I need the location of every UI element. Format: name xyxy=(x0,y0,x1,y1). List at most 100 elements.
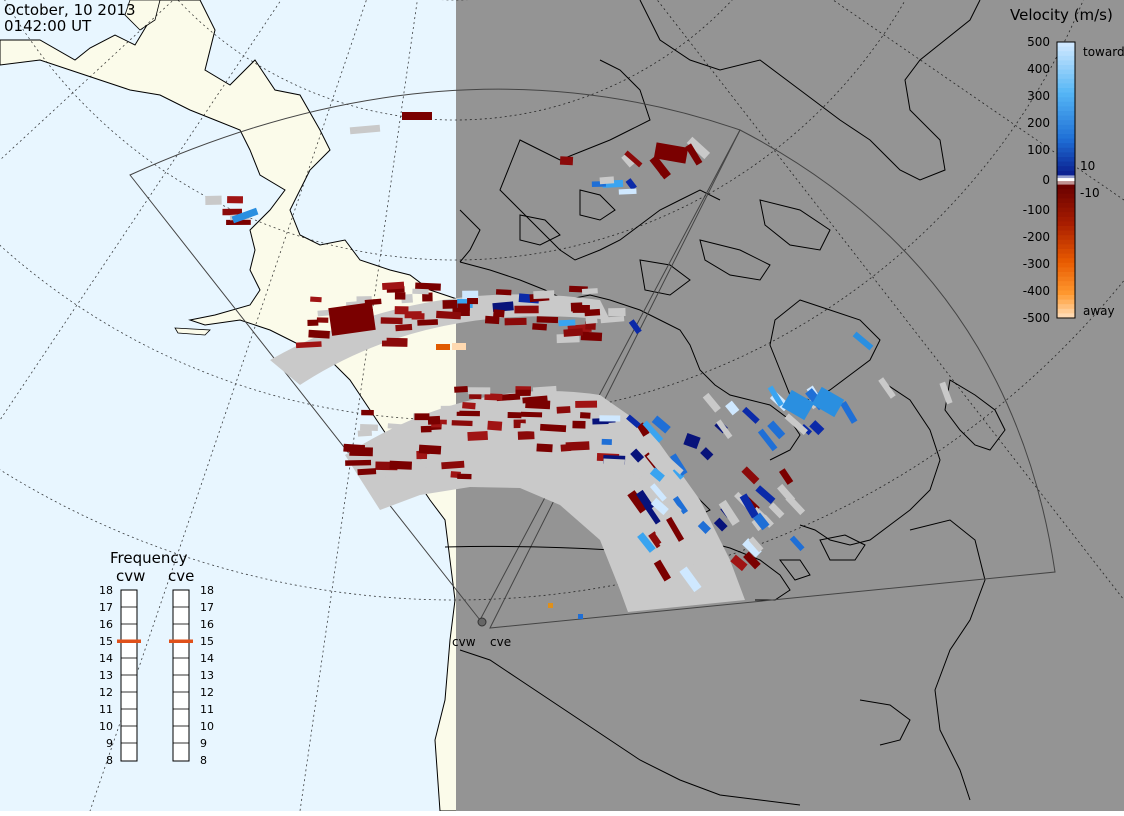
colorbar-cell xyxy=(1057,120,1075,126)
velocity-cell xyxy=(359,424,379,431)
velocity-cell xyxy=(625,178,637,191)
velocity-cell xyxy=(532,323,547,331)
frequency-scale-label: 11 xyxy=(99,703,113,716)
velocity-cell xyxy=(517,430,535,440)
frequency-indicator xyxy=(169,639,193,643)
colorbar-cell xyxy=(1057,83,1075,89)
velocity-cell xyxy=(768,502,785,519)
velocity-cell xyxy=(514,305,539,314)
frequency-panel: Frequency cvw cve 1817161514131211109818… xyxy=(99,549,214,767)
velocity-cell xyxy=(467,430,488,441)
velocity-cell xyxy=(504,317,527,326)
colorbar-cell xyxy=(1057,138,1075,144)
velocity-cell xyxy=(414,413,430,421)
velocity-cell xyxy=(629,465,643,480)
velocity-cell xyxy=(452,343,466,350)
velocity-cell xyxy=(227,196,244,204)
colorbar-cell xyxy=(1057,290,1075,296)
colorbar-cell xyxy=(1057,262,1075,268)
velocity-cell xyxy=(753,512,770,531)
frequency-scale-label: 18 xyxy=(200,584,214,597)
velocity-cell xyxy=(349,124,381,135)
velocity-cell xyxy=(375,474,386,481)
velocity-cell xyxy=(357,468,377,476)
velocity-cell xyxy=(422,292,433,302)
velocity-cell xyxy=(316,317,329,323)
velocity-cell xyxy=(852,331,874,351)
velocity-cell xyxy=(231,207,259,224)
cvw-fov-outline xyxy=(129,88,741,621)
velocity-cell xyxy=(442,299,460,309)
velocity-cell xyxy=(581,288,598,295)
colorbar-cell xyxy=(1057,74,1075,80)
velocity-cell xyxy=(643,503,661,525)
velocity-cell xyxy=(560,444,572,452)
frequency-scale-label: 11 xyxy=(200,703,214,716)
velocity-cell xyxy=(649,155,671,180)
velocity-cell xyxy=(467,387,491,395)
velocity-cell xyxy=(777,483,796,504)
velocity-cell xyxy=(580,331,603,342)
colorbar-cell xyxy=(1057,51,1075,57)
colorbar-cell xyxy=(1057,55,1075,61)
velocity-cell xyxy=(328,302,376,336)
velocity-cell xyxy=(725,400,740,416)
velocity-cell xyxy=(627,490,648,514)
velocity-cell xyxy=(624,150,643,168)
velocity-cell xyxy=(626,414,641,429)
colorbar-cell xyxy=(1057,166,1075,172)
velocity-cell xyxy=(669,506,690,527)
velocity-cell xyxy=(441,424,453,432)
colorbar-cell xyxy=(1057,170,1075,176)
plot-time: 0142:00 UT xyxy=(4,17,92,35)
frequency-scale-label: 14 xyxy=(99,652,113,665)
velocity-cell xyxy=(532,385,557,397)
colorbar-cell xyxy=(1057,92,1075,98)
colorbar-cell xyxy=(1057,180,1075,186)
velocity-cell xyxy=(778,468,794,485)
velocity-cell xyxy=(739,493,759,519)
velocity-cell xyxy=(649,467,665,482)
velocity-cell xyxy=(556,406,571,414)
colorbar-cell xyxy=(1057,276,1075,282)
colorbar-cell xyxy=(1057,313,1075,319)
frequency-scale-label: 12 xyxy=(200,686,214,699)
velocity-cell xyxy=(642,420,664,443)
velocity-cell xyxy=(700,447,714,461)
velocity-cell xyxy=(579,412,591,419)
velocity-cell xyxy=(436,344,450,350)
velocity-cell xyxy=(617,433,629,440)
frequency-scale-label: 15 xyxy=(99,635,113,648)
velocity-cell xyxy=(402,112,432,120)
colorbar-cell xyxy=(1057,111,1075,117)
velocity-cell xyxy=(308,329,330,339)
colorbar-cell xyxy=(1057,88,1075,94)
colorbar-cell xyxy=(1057,147,1075,153)
velocity-cell xyxy=(409,458,436,469)
velocity-cell xyxy=(748,536,764,553)
colorbar-cell xyxy=(1057,152,1075,158)
frequency-scale-label: 14 xyxy=(200,652,214,665)
velocity-cell xyxy=(456,410,480,417)
velocity-cell xyxy=(372,331,387,341)
radar-sites: cvw cve xyxy=(452,617,511,649)
frequency-scale-label: 16 xyxy=(99,618,113,631)
velocity-cell xyxy=(520,411,543,418)
velocity-cell xyxy=(457,303,470,311)
colorbar-tick-label: 400 xyxy=(1027,62,1050,76)
colorbar-cell xyxy=(1057,216,1075,222)
velocity-colorbar-title: Velocity (m/s) xyxy=(1010,6,1113,24)
velocity-cell xyxy=(630,448,645,463)
colorbar-cell xyxy=(1057,212,1075,218)
frequency-scale-label: 16 xyxy=(200,618,214,631)
colorbar-cell xyxy=(1057,239,1075,245)
colorbar-tick-label: 100 xyxy=(1027,143,1050,157)
frequency-scale-label: 13 xyxy=(99,669,113,682)
velocity-cell xyxy=(840,401,858,424)
frequency-scale-label: 10 xyxy=(200,720,214,733)
colorbar-cell xyxy=(1057,304,1075,310)
velocity-cell xyxy=(558,319,576,327)
velocity-cell xyxy=(781,389,815,421)
